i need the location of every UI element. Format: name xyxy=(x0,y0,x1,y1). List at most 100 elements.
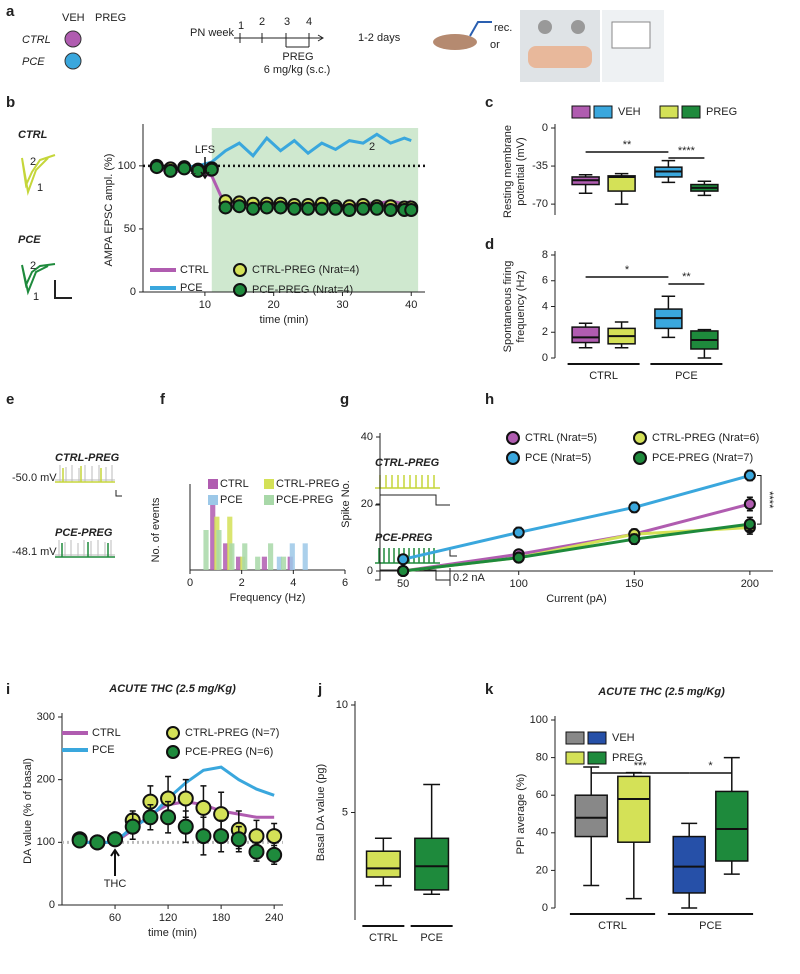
legend-marker xyxy=(565,731,585,745)
point xyxy=(287,201,302,216)
point xyxy=(246,201,261,216)
point xyxy=(248,828,265,845)
x-axis-label: Current (pA) xyxy=(546,593,607,605)
whisker-cap xyxy=(423,783,441,895)
x-tick-label: 4 xyxy=(290,577,296,589)
legend-label: PREG xyxy=(612,752,643,764)
panel-letter: e xyxy=(6,391,14,408)
legend-label: VEH xyxy=(618,106,641,118)
bar xyxy=(280,556,287,570)
x-tick-label: 100 xyxy=(510,578,528,590)
whisker-cap xyxy=(583,766,600,887)
x-tick-label: 60 xyxy=(109,912,121,924)
point xyxy=(743,518,756,531)
scale-label: 0.2 nA xyxy=(453,572,485,584)
y-axis-label: DA value (% of basal) xyxy=(22,758,34,864)
annotation-arrow xyxy=(110,848,120,876)
annotation-arrow xyxy=(200,157,210,180)
legend-label: PCE xyxy=(180,282,203,294)
speaker xyxy=(571,20,585,34)
point xyxy=(397,553,410,566)
point xyxy=(160,809,177,826)
point xyxy=(301,201,316,216)
whisker-cap xyxy=(374,837,392,887)
y-tick-label: 5 xyxy=(342,806,348,818)
legend-marker xyxy=(571,105,591,119)
legend-label: CTRL xyxy=(180,264,209,276)
y-tick-label: 2 xyxy=(542,326,548,338)
x-tick-label: 6 xyxy=(342,577,348,589)
y-tick-label: 40 xyxy=(536,827,548,839)
panel-letters: a b c d e f g h i j k xyxy=(6,3,494,698)
box xyxy=(571,326,600,344)
x-tick-label: CTRL xyxy=(598,920,627,932)
chart-title: ACUTE THC (2.5 mg/Kg) xyxy=(108,683,236,695)
point xyxy=(743,498,756,510)
whisker-cap xyxy=(681,822,698,909)
y-tick-label: 0 xyxy=(49,899,55,911)
bar xyxy=(289,543,295,570)
legend-marker xyxy=(264,479,274,489)
trace xyxy=(375,475,440,489)
bar xyxy=(268,543,274,570)
point xyxy=(512,551,525,564)
trace xyxy=(21,154,56,196)
point xyxy=(266,846,283,863)
series-line xyxy=(402,502,751,573)
point xyxy=(213,806,230,823)
whisker-cap xyxy=(697,180,712,197)
group-label: VEH xyxy=(62,12,85,24)
point xyxy=(314,201,329,216)
point xyxy=(512,526,525,539)
legend-marker xyxy=(681,105,701,119)
legend-label: PCE-PREG (Nrat=7) xyxy=(652,452,753,464)
whisker-cap xyxy=(578,322,593,349)
potential: -48.1 mV xyxy=(12,546,57,558)
panel-letter: j xyxy=(317,681,322,698)
point xyxy=(369,201,384,216)
point xyxy=(404,203,419,217)
trace xyxy=(55,542,115,558)
trace xyxy=(55,540,115,556)
panel-g: CTRL-PREG PCE-PREG 0.2 nA xyxy=(375,457,485,586)
trace-label: CTRL-PREG xyxy=(375,457,440,469)
panel-letter: f xyxy=(160,391,166,408)
legend-label: PCE xyxy=(92,744,115,756)
chart-title: ACUTE THC (2.5 mg/Kg) xyxy=(597,686,725,698)
box xyxy=(607,175,636,192)
box xyxy=(715,790,749,862)
annotation: 2 xyxy=(369,141,375,153)
point xyxy=(397,565,410,577)
panel-letter: c xyxy=(485,94,493,111)
y-axis-label: AMPA EPSC ampl. (%) xyxy=(103,154,115,267)
significance-label: *** xyxy=(634,760,648,772)
trace-label: PCE-PREG xyxy=(55,527,113,539)
current-step xyxy=(375,494,450,506)
y-tick-label: -70 xyxy=(532,198,548,210)
x-tick-label: PCE xyxy=(675,370,698,382)
y-tick-label: 0 xyxy=(130,286,136,298)
point xyxy=(328,201,343,216)
delay: 1-2 days xyxy=(358,32,401,44)
panel-e: CTRL-PREG -50.0 mV PCE-PREG -48.1 mV xyxy=(12,452,122,558)
legend-marker xyxy=(587,751,607,765)
point xyxy=(149,160,164,175)
bar xyxy=(223,543,229,570)
whisker-cap xyxy=(723,756,740,875)
annotation: THC xyxy=(104,878,127,890)
significance-label: * xyxy=(708,760,713,772)
whisker-cap xyxy=(614,172,629,205)
legend-marker xyxy=(633,451,647,465)
point xyxy=(743,469,756,482)
point xyxy=(89,834,106,851)
annotation: LFS xyxy=(195,144,215,156)
panel-letter: d xyxy=(485,236,494,253)
x-tick-label: 40 xyxy=(405,299,417,311)
box xyxy=(672,835,706,894)
point xyxy=(213,828,230,845)
x-axis-label: time (min) xyxy=(260,314,309,326)
legend-marker xyxy=(166,726,180,740)
trace-label: PCE xyxy=(18,234,41,246)
legend-marker xyxy=(593,105,613,119)
